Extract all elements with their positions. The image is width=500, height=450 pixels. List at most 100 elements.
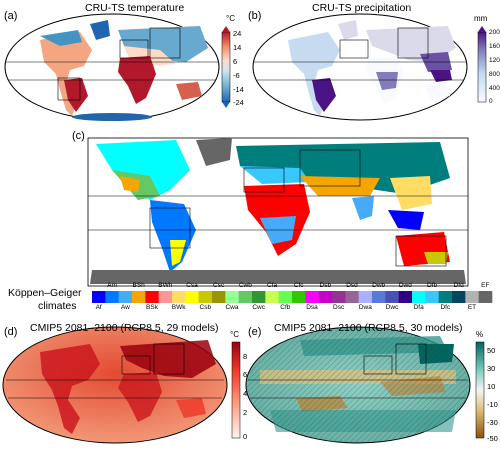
koppen-swatch — [478, 291, 493, 303]
koppen-swatch — [238, 291, 253, 303]
panel-d-unit: °C — [230, 330, 239, 339]
koppen-swatch — [185, 291, 199, 303]
koppen-swatch — [332, 291, 346, 303]
koppen-label: BWh — [158, 282, 173, 289]
koppen-label: Dfa — [413, 304, 424, 311]
koppen-label: Cwa — [225, 304, 239, 311]
koppen-swatch — [252, 291, 266, 303]
koppen-label: Dwb — [372, 282, 386, 289]
panel-e-tick: -10 — [487, 400, 498, 409]
koppen-swatch — [172, 291, 186, 303]
panel-e-colorbar — [475, 341, 485, 439]
panel-e-tick: -30 — [487, 418, 498, 427]
panel-d-colorbar — [231, 341, 241, 439]
koppen-label: Cfa — [266, 282, 278, 289]
koppen-swatch — [465, 291, 479, 303]
koppen-label: Dsd — [346, 282, 358, 289]
panel-a-unit: °C — [226, 14, 235, 23]
koppen-label: Dsa — [306, 304, 318, 311]
panel-b-colorbar — [477, 31, 487, 103]
koppen-label: Dsc — [333, 304, 345, 311]
koppen-swatch — [158, 291, 173, 303]
koppen-label: Af — [95, 304, 102, 311]
koppen-label: Am — [107, 282, 117, 289]
koppen-swatch — [145, 291, 159, 303]
koppen-swatch — [358, 291, 373, 303]
panel-b-map — [252, 13, 468, 121]
panel-b-title: CRU-TS precipitation — [312, 2, 412, 14]
koppen-label: Dfd — [453, 282, 464, 289]
koppen-legend-subtitle: climates — [38, 300, 77, 312]
koppen-label: Cfb — [280, 304, 291, 311]
koppen-label: Dsb — [319, 282, 332, 289]
panel-c-letter: (c) — [72, 130, 85, 142]
koppen-label: Csb — [199, 304, 212, 311]
koppen-label: Dwd — [398, 282, 412, 289]
panel-b-tick: 800 — [489, 71, 500, 78]
panel-b-tick: 0 — [489, 98, 493, 105]
panel-b-tick: 1200 — [489, 57, 500, 64]
koppen-swatch — [292, 291, 306, 303]
panel-e-title: CMIP5 2081–2100 (RCP8.5, 30 models) — [274, 322, 463, 334]
koppen-label: Cfc — [293, 282, 304, 289]
panel-d-map — [2, 326, 228, 444]
panel-d-title: CMIP5 2081–2100 (RCP8.5, 29 models) — [30, 322, 219, 334]
panel-a-tick: -14 — [233, 85, 244, 94]
koppen-label: Cwc — [252, 304, 265, 311]
panel-d-letter: (d) — [4, 326, 18, 338]
koppen-swatch — [372, 291, 386, 303]
panel-d-tick: 8 — [243, 352, 248, 361]
panel-a-title: CRU-TS temperature — [85, 2, 185, 14]
koppen-swatch — [265, 291, 279, 303]
koppen-swatch — [425, 291, 439, 303]
koppen-label: Csc — [213, 282, 225, 289]
panel-b-unit: mm — [474, 14, 488, 23]
panel-d-tick: 0 — [243, 432, 248, 441]
koppen-label: BSk — [146, 304, 158, 311]
panel-a-map — [4, 13, 220, 121]
koppen-swatch — [212, 291, 226, 303]
koppen-label: BWk — [171, 304, 186, 311]
koppen-swatch — [92, 291, 106, 303]
panel-a-letter: (a) — [4, 10, 18, 22]
koppen-swatch — [345, 291, 359, 303]
koppen-swatch — [105, 291, 119, 303]
panel-e-map — [245, 326, 471, 444]
koppen-label: BSh — [132, 282, 145, 289]
panel-a-colorbar — [221, 31, 231, 103]
panel-e-tick: 30 — [487, 364, 496, 373]
panel-b-tick: 400 — [489, 85, 500, 92]
koppen-label: Csa — [186, 282, 198, 289]
koppen-label: Aw — [120, 304, 130, 311]
panel-a-tick: -6 — [233, 71, 240, 80]
koppen-swatch — [318, 291, 333, 303]
panel-a-tick: 14 — [233, 43, 242, 52]
koppen-swatch — [132, 291, 146, 303]
koppen-label: EF — [481, 282, 490, 289]
panel-e-unit: % — [476, 330, 484, 339]
koppen-swatch — [225, 291, 239, 303]
koppen-label: Dfc — [440, 304, 451, 311]
panel-e-letter: (e) — [248, 326, 262, 338]
koppen-swatch — [452, 291, 466, 303]
koppen-swatch — [385, 291, 399, 303]
panel-b-letter: (b) — [248, 10, 262, 22]
panel-d-tick: 6 — [243, 370, 248, 379]
koppen-swatch — [438, 291, 453, 303]
koppen-label: ET — [467, 304, 477, 311]
panel-a-tick: -24 — [233, 98, 244, 107]
koppen-label: Dwa — [358, 304, 372, 311]
panel-b-tick: 1600 — [489, 43, 500, 50]
koppen-swatch — [278, 291, 293, 303]
panel-d-tick: 2 — [243, 408, 248, 417]
koppen-swatch — [398, 291, 413, 303]
panel-a-tick: 24 — [233, 29, 242, 38]
koppen-label: Dfb — [426, 282, 438, 289]
koppen-swatch — [412, 291, 426, 303]
koppen-legend-title: Köppen–Geiger — [8, 287, 82, 299]
panel-e-tick: 10 — [487, 382, 496, 391]
koppen-legend-swatches — [92, 291, 493, 303]
koppen-swatch — [198, 291, 213, 303]
koppen-label: Cwb — [238, 282, 252, 289]
panel-e-tick: 50 — [487, 346, 496, 355]
